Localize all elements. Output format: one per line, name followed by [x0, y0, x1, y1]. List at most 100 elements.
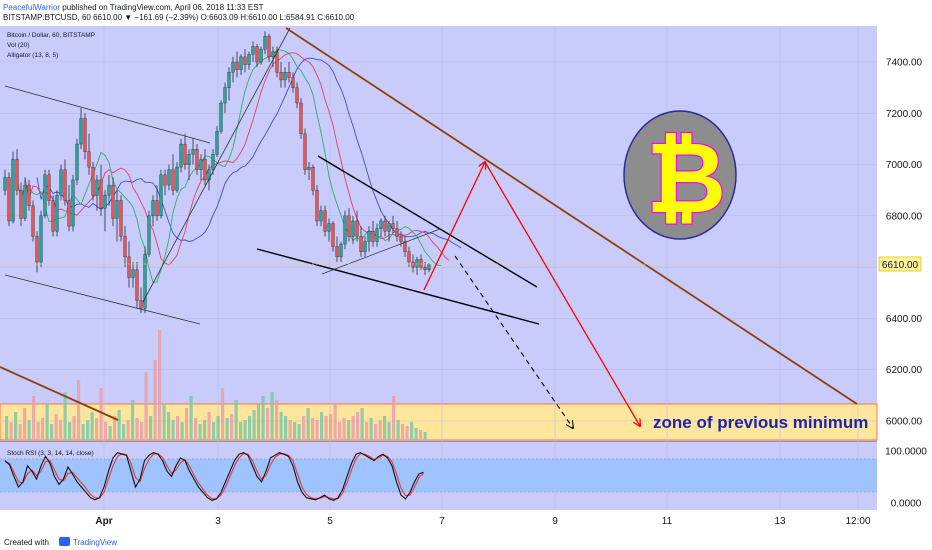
- volume-bar: [72, 416, 76, 440]
- candle-body: [375, 228, 379, 242]
- candle-body: [87, 151, 91, 168]
- candle-body: [191, 148, 195, 155]
- volume-bar: [252, 410, 256, 440]
- price-tick-label: 6200.00: [886, 365, 923, 376]
- time-axis[interactable]: Apr 3 5 7 9 11 13 12:00: [95, 516, 871, 527]
- price-tick-label: 6800.00: [886, 211, 923, 222]
- candle-body: [427, 264, 431, 270]
- wedge-lower[interactable]: [256, 248, 540, 325]
- candle-body: [255, 46, 259, 63]
- volume-bar: [144, 372, 148, 440]
- volume-bar: [338, 422, 342, 440]
- volume-bar: [243, 420, 247, 440]
- candle-body: [55, 195, 59, 232]
- candle-body: [167, 169, 171, 186]
- stoch-d-line: [4, 453, 424, 500]
- volume-bar: [288, 420, 292, 440]
- volume-bar: [261, 396, 265, 440]
- candle-body: [419, 259, 423, 268]
- created-with-label: Created with: [4, 538, 49, 547]
- candle-body: [391, 223, 395, 229]
- candle-body: [367, 231, 371, 242]
- candle-body: [307, 166, 311, 170]
- volume-bar: [158, 330, 162, 440]
- volume-bar: [270, 392, 274, 440]
- volume-bar: [198, 424, 202, 440]
- legend-stoch: Stoch RSI (3, 3, 14, 14, close): [7, 450, 94, 457]
- candle-body: [355, 220, 359, 237]
- candle-body: [231, 61, 235, 73]
- candle-body: [199, 159, 203, 170]
- candle-body: [415, 259, 419, 268]
- volume-bar: [414, 428, 418, 440]
- volume-bar: [365, 422, 369, 440]
- price-axis[interactable]: 7400.00 7200.00 7000.00 6800.00 6400.00 6200.…: [886, 58, 923, 428]
- volume-bar: [59, 420, 63, 440]
- breakdown-arrow[interactable]: [454, 255, 573, 428]
- candle-body: [83, 118, 87, 152]
- candle-body: [27, 184, 31, 206]
- candle-body: [327, 223, 331, 232]
- footer: Created with TradingView: [0, 534, 932, 550]
- candle-body: [175, 166, 179, 191]
- drawings[interactable]: [0, 27, 877, 428]
- volume-bar: [419, 430, 423, 440]
- descending-channel-top[interactable]: [4, 85, 211, 144]
- candle-body: [267, 36, 271, 58]
- wedge-upper[interactable]: [317, 155, 538, 288]
- candle-body: [19, 190, 23, 219]
- time-tick-label: 7: [439, 516, 445, 527]
- candle-body: [115, 200, 119, 219]
- candle-body: [179, 143, 183, 168]
- candle-body: [303, 133, 307, 170]
- candle-body: [47, 174, 51, 201]
- rising-trendline[interactable]: [142, 27, 291, 303]
- volume-bar: [86, 420, 90, 440]
- drop-arrow[interactable]: [484, 161, 640, 426]
- volume-bar: [99, 388, 103, 440]
- candle-body: [247, 54, 251, 65]
- coin-circle: [623, 110, 737, 240]
- volume-bar: [266, 408, 270, 440]
- candle-body: [423, 266, 427, 270]
- stoch-axis[interactable]: 100.0000 0.0000: [885, 447, 927, 510]
- volume-bar: [77, 380, 81, 440]
- volume-bar: [347, 420, 351, 440]
- candle-body: [139, 300, 143, 309]
- volume-bar: [32, 396, 36, 440]
- volume-bar: [302, 416, 306, 440]
- volume-bar: [122, 424, 126, 440]
- candle-body: [315, 190, 319, 222]
- candle-body: [371, 231, 375, 242]
- main-resistance-trendline[interactable]: [285, 27, 858, 405]
- bitcoin-glyph: ₿: [646, 122, 726, 236]
- ohlc-values: 6610.00 ▼ −161.69 (−2.39%) O:6603.09 H:6…: [93, 13, 355, 22]
- candle-body: [311, 166, 315, 191]
- candle-body: [3, 177, 7, 191]
- volume-bar: [27, 420, 31, 440]
- candle-body: [271, 51, 275, 58]
- legend-alligator: Alligator (13, 8, 5): [7, 52, 58, 59]
- candle-body: [351, 220, 355, 237]
- volume-bar: [113, 416, 117, 440]
- bounce-arrow[interactable]: [423, 162, 485, 291]
- volume-bars: [5, 330, 427, 440]
- candle-body: [319, 210, 323, 222]
- candle-body: [215, 131, 219, 155]
- time-tick-label: 11: [662, 516, 673, 527]
- tradingview-brand[interactable]: TradingView: [73, 538, 118, 547]
- candle-body: [379, 220, 383, 229]
- volume-bar: [279, 412, 283, 440]
- volume-bar: [306, 408, 310, 440]
- candle-body: [43, 174, 47, 217]
- candle-body: [99, 179, 103, 209]
- volume-bar: [333, 404, 337, 440]
- volume-bar: [140, 422, 144, 440]
- volume-bar: [320, 412, 324, 440]
- author-link[interactable]: PeacefulWarrior: [3, 3, 61, 12]
- volume-bar: [149, 416, 153, 440]
- descending-channel-bottom[interactable]: [4, 274, 201, 325]
- volume-bar: [234, 400, 238, 440]
- candle-body: [159, 174, 163, 217]
